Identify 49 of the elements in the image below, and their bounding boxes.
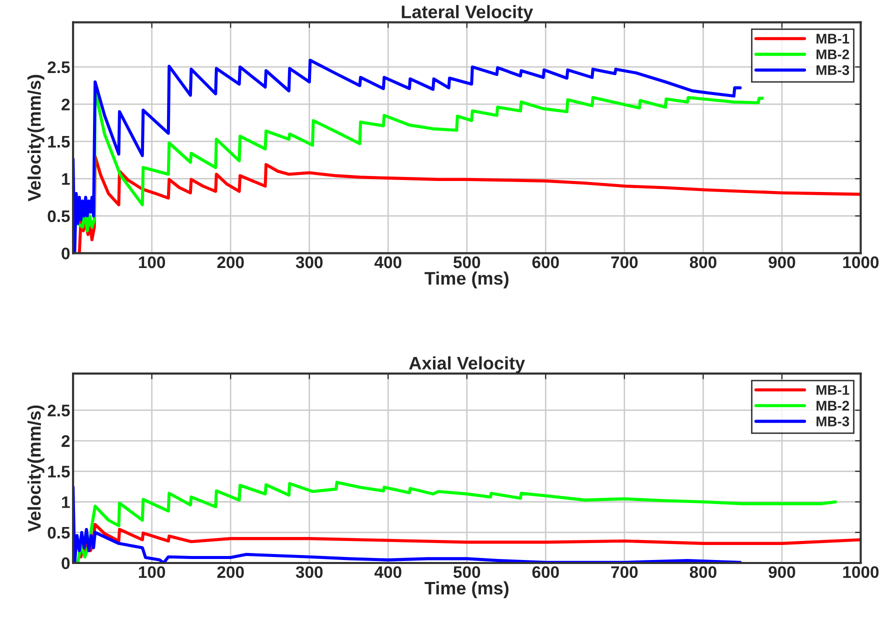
x-tick-label: 100: [138, 256, 166, 268]
line-series: [73, 486, 742, 563]
y-tick-label: 2.5: [48, 404, 70, 416]
x-tick-label: 700: [611, 256, 638, 268]
y-tick-label: 1: [62, 496, 70, 508]
y-tick-label: 1.5: [48, 136, 70, 148]
legend-label: MB-2: [816, 49, 850, 60]
chart-title: Lateral Velocity: [402, 5, 534, 22]
y-tick-label: 2: [62, 98, 70, 110]
x-tick-label: 600: [532, 566, 559, 578]
x-tick-label: 500: [453, 566, 480, 578]
x-tick-label: 1000: [843, 256, 879, 268]
y-tick-label: 2: [62, 435, 70, 447]
y-tick-label: 1: [62, 173, 70, 185]
x-tick-label: 300: [296, 566, 323, 578]
legend-label: MB-2: [816, 400, 850, 410]
x-tick-label: 800: [690, 256, 716, 268]
line-series: [73, 58, 742, 254]
line-series: [79, 522, 861, 558]
x-tick-label: 200: [217, 566, 244, 578]
x-axis-title: Time (ms): [424, 271, 508, 288]
x-tick-label: 400: [374, 566, 402, 578]
line-series: [76, 480, 838, 563]
legend-label: MB-1: [816, 385, 850, 395]
y-tick-label: 0.5: [48, 526, 70, 539]
line-series: [78, 154, 861, 254]
legend-label: MB-1: [816, 34, 850, 44]
x-tick-label: 100: [138, 566, 166, 578]
chart-title: Axial Velocity: [409, 356, 525, 374]
y-axis-title: Velocity(mm/s): [28, 405, 44, 532]
x-axis-title: Time (ms): [424, 581, 508, 598]
x-tick-label: 300: [296, 256, 323, 268]
y-tick-label: 0: [62, 248, 70, 260]
x-tick-label: 700: [611, 566, 638, 578]
x-tick-label: 200: [217, 256, 244, 268]
x-tick-label: 500: [453, 256, 480, 268]
x-tick-label: 800: [690, 566, 716, 578]
y-tick-label: 0: [62, 557, 70, 570]
legend-label: MB-3: [816, 65, 850, 76]
y-tick-label: 0.5: [48, 210, 70, 222]
y-axis-title: Velocity(mm/s): [28, 74, 44, 202]
y-tick-label: 2.5: [48, 61, 70, 74]
legend-label: MB-3: [816, 416, 850, 426]
y-tick-label: 1.5: [48, 466, 70, 478]
x-tick-label: 400: [374, 256, 402, 268]
x-tick-label: 600: [532, 256, 559, 268]
x-tick-label: 900: [768, 256, 796, 268]
x-tick-label: 900: [768, 566, 796, 578]
x-tick-label: 1000: [843, 566, 879, 578]
